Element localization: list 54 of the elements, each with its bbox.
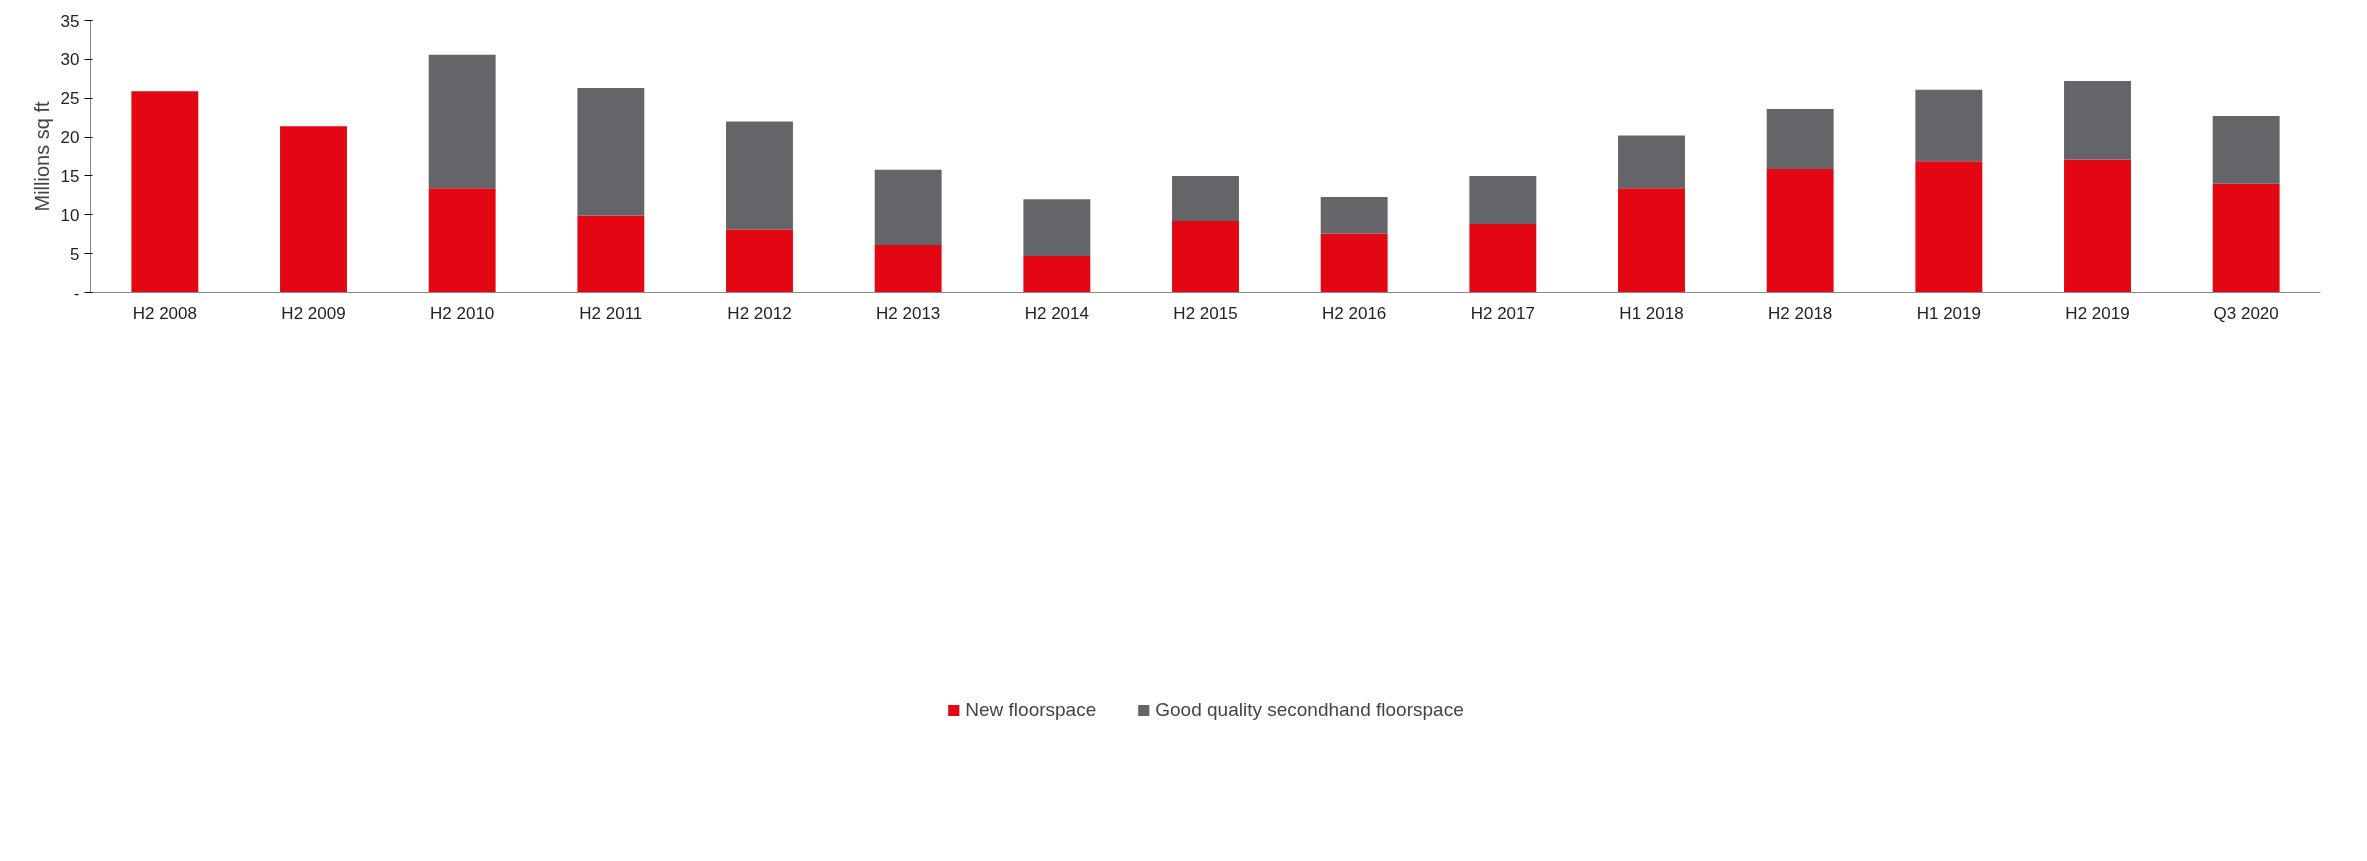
legend-label: Good quality secondhand floorspace <box>1155 698 1464 721</box>
bar <box>1172 221 1239 293</box>
x-tick-label: H2 2008 <box>132 303 197 323</box>
y-axis-title: Millions sq ft <box>30 101 53 212</box>
y-tick-label: 10 <box>60 205 80 225</box>
y-tick-label: 35 <box>60 11 80 31</box>
bar <box>2064 159 2131 293</box>
bar <box>280 126 347 293</box>
y-tick-label: 15 <box>60 166 80 186</box>
bar <box>2212 116 2280 184</box>
bar <box>1320 196 1388 234</box>
bar <box>2064 81 2131 160</box>
x-tick-label: H1 2019 <box>1916 303 1981 323</box>
legend-label: New floorspace <box>965 698 1097 721</box>
bar <box>1320 233 1388 293</box>
x-tick-label: H2 2013 <box>876 303 941 323</box>
y-tick-label: - <box>73 283 80 303</box>
bar <box>1469 175 1537 225</box>
bar <box>131 91 199 293</box>
bar <box>874 245 942 293</box>
bar <box>2212 183 2280 293</box>
x-tick-label: H2 2019 <box>2065 303 2130 323</box>
x-tick-label: H2 2017 <box>1470 303 1535 323</box>
bar <box>577 215 645 293</box>
bar <box>726 229 793 293</box>
x-tick-label: H2 2009 <box>281 303 346 323</box>
bar <box>1023 255 1091 293</box>
bar <box>577 88 645 216</box>
bar <box>1618 135 1685 189</box>
bar <box>1766 168 1834 293</box>
bar <box>1172 175 1239 221</box>
bar <box>1469 224 1537 293</box>
x-tick-label: H1 2018 <box>1619 303 1684 323</box>
bar <box>726 121 793 230</box>
x-tick-label: H2 2014 <box>1024 303 1089 323</box>
x-tick-label: Q3 2020 <box>2213 303 2279 323</box>
y-tick-label: 30 <box>60 50 80 70</box>
x-tick-label: H2 2010 <box>430 303 495 323</box>
bar <box>1618 188 1685 293</box>
bar <box>428 54 496 189</box>
y-tick-label: 25 <box>60 89 80 109</box>
x-tick-label: H2 2011 <box>579 303 643 323</box>
y-tick-label: 5 <box>70 244 80 264</box>
bar <box>1023 199 1091 256</box>
bar <box>1915 161 1983 293</box>
bar <box>1766 109 1834 169</box>
x-tick-label: H2 2015 <box>1173 303 1238 323</box>
bar <box>874 169 942 246</box>
bar <box>1915 89 1983 162</box>
bar <box>428 188 496 293</box>
x-tick-label: H2 2012 <box>727 303 792 323</box>
x-tick-label: H2 2016 <box>1322 303 1387 323</box>
x-tick-label: H2 2018 <box>1768 303 1833 323</box>
y-tick-label: 20 <box>60 128 80 148</box>
